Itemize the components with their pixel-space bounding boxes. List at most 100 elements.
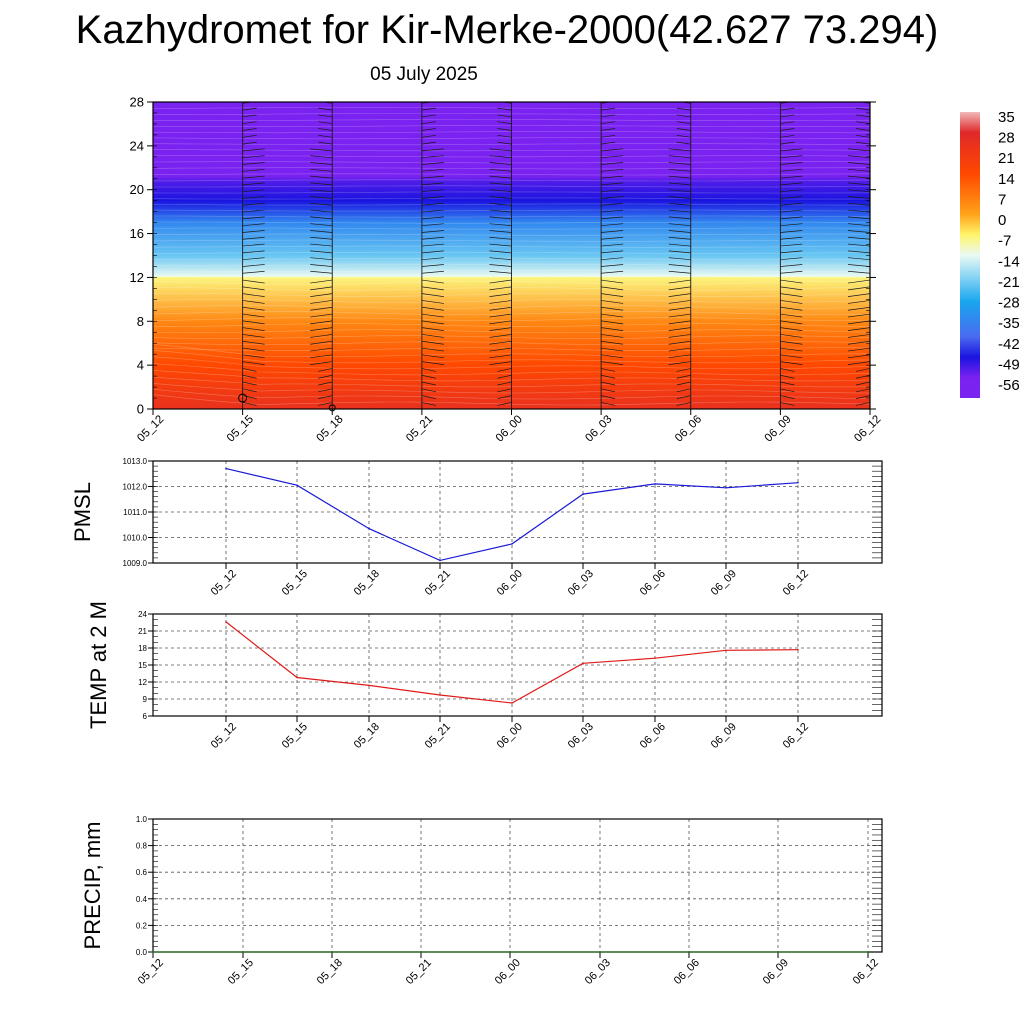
y-tick-label: 1009.0 bbox=[123, 559, 148, 568]
wind-barb bbox=[668, 155, 691, 159]
wind-barb bbox=[676, 114, 691, 118]
wind-barb bbox=[601, 264, 624, 267]
wind-barb bbox=[847, 334, 870, 338]
y-tick-label: 1010.0 bbox=[123, 534, 148, 543]
wind-barb bbox=[310, 257, 333, 261]
wind-barb bbox=[489, 230, 512, 233]
wind-barb bbox=[242, 250, 265, 254]
wind-barb bbox=[489, 182, 512, 186]
wind-barb bbox=[601, 381, 616, 386]
wind-barb bbox=[421, 293, 444, 298]
wind-barb bbox=[421, 243, 444, 247]
wind-barb bbox=[489, 216, 512, 220]
wind-barb bbox=[310, 250, 333, 254]
wind-barb bbox=[855, 368, 870, 372]
wind-barb bbox=[421, 196, 444, 199]
wind-barb bbox=[668, 223, 691, 227]
x-tick-label: 05_18 bbox=[315, 413, 346, 444]
wind-barb bbox=[489, 279, 512, 284]
wind-barb bbox=[310, 313, 333, 318]
x-tick-label: 05_12 bbox=[209, 568, 239, 598]
wind-barb bbox=[601, 121, 616, 125]
data-point bbox=[654, 483, 656, 485]
wind-barb bbox=[847, 361, 870, 365]
plot-frame bbox=[152, 460, 883, 564]
wind-barb bbox=[780, 327, 803, 331]
colorbar-label: 35 bbox=[998, 109, 1015, 126]
wind-barb bbox=[242, 270, 265, 274]
wind-barb bbox=[780, 361, 803, 365]
wind-barb bbox=[153, 375, 154, 376]
x-tick-label: 06_12 bbox=[851, 957, 881, 987]
wind-barb bbox=[421, 402, 436, 406]
wind-barb bbox=[489, 334, 512, 338]
y-tick-label: 18 bbox=[138, 644, 147, 653]
wind-barb bbox=[601, 134, 616, 138]
wind-barb bbox=[242, 168, 265, 172]
wind-barb bbox=[780, 374, 795, 379]
wind-barb bbox=[153, 245, 154, 247]
wind-barb bbox=[242, 257, 265, 261]
wind-barb bbox=[310, 327, 333, 331]
wind-barb bbox=[780, 182, 803, 186]
wind-barb bbox=[242, 368, 257, 372]
wind-barb bbox=[601, 368, 616, 372]
wind-barb bbox=[318, 374, 333, 379]
wind-barb bbox=[601, 230, 624, 233]
wind-barb bbox=[421, 361, 444, 365]
wind-barb bbox=[242, 381, 257, 386]
wind-barb bbox=[780, 175, 803, 179]
wind-barb bbox=[668, 236, 691, 240]
y-tick-label: 12 bbox=[138, 678, 147, 687]
wind-barb bbox=[242, 128, 257, 131]
wind-barb bbox=[676, 368, 691, 372]
wind-barb bbox=[421, 216, 444, 220]
wind-barb bbox=[601, 395, 616, 399]
x-tick-label: 05_15 bbox=[225, 413, 256, 444]
wind-barb bbox=[242, 202, 265, 206]
wind-barb bbox=[153, 266, 154, 267]
wind-barb bbox=[310, 361, 333, 365]
wind-barb bbox=[780, 209, 803, 213]
wind-barb bbox=[601, 388, 616, 393]
wind-barb bbox=[847, 182, 870, 186]
wind-barb bbox=[601, 334, 624, 338]
wind-barb bbox=[421, 368, 436, 372]
x-tick-label: 05_12 bbox=[136, 957, 166, 987]
y-tick-label: 1011.0 bbox=[123, 508, 147, 517]
x-tick-label: 06_09 bbox=[761, 957, 791, 987]
wind-barb bbox=[318, 395, 333, 399]
wind-barb bbox=[668, 361, 691, 365]
data-point bbox=[439, 694, 441, 696]
x-tick-label: 06_00 bbox=[495, 568, 525, 598]
wind-barb bbox=[153, 348, 154, 349]
wind-barb bbox=[153, 157, 154, 158]
wind-barb bbox=[310, 264, 333, 267]
wind-barb bbox=[676, 141, 691, 145]
wind-barb bbox=[153, 382, 154, 383]
wind-barb bbox=[847, 223, 870, 227]
wind-barb bbox=[242, 236, 265, 240]
x-tick-label: 06_00 bbox=[495, 721, 525, 751]
wind-barb bbox=[310, 279, 333, 284]
wind-barb bbox=[153, 259, 154, 260]
wind-barb bbox=[676, 388, 691, 393]
wind-barb bbox=[780, 320, 803, 325]
wind-barb bbox=[601, 236, 624, 240]
wind-barb bbox=[310, 347, 333, 352]
data-point bbox=[368, 527, 370, 530]
data-point bbox=[777, 951, 779, 953]
data-point bbox=[688, 951, 690, 953]
y-tick-label: 6 bbox=[143, 712, 148, 721]
wind-barb bbox=[153, 307, 154, 308]
wind-barb bbox=[780, 202, 803, 206]
colorbar-label: -14 bbox=[998, 253, 1020, 270]
wind-barb bbox=[489, 306, 512, 311]
wind-barb bbox=[780, 162, 803, 165]
wind-barb bbox=[855, 107, 870, 111]
wind-barb bbox=[242, 230, 265, 233]
wind-barb bbox=[668, 313, 691, 318]
wind-barb bbox=[310, 340, 333, 345]
wind-barb bbox=[310, 155, 333, 159]
wind-barb bbox=[489, 162, 512, 165]
